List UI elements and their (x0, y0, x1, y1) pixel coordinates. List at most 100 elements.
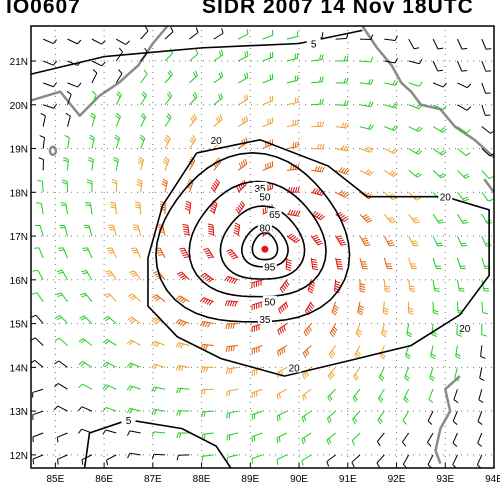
grid-dot (173, 104, 174, 106)
grid-dot (152, 48, 154, 49)
wind-barb (286, 141, 299, 150)
wind-contours (30, 29, 490, 469)
wind-barb (136, 178, 143, 193)
wind-barb (262, 73, 274, 84)
grid-dot (347, 204, 349, 205)
grid-dot (298, 234, 300, 235)
grid-dot (167, 366, 168, 368)
wind-barb (457, 170, 471, 179)
grid-dot (275, 191, 276, 193)
grid-dot (347, 126, 349, 127)
grid-dot (143, 454, 144, 456)
grid-dot (54, 270, 56, 271)
grid-dot (107, 104, 108, 106)
wind-barb (182, 224, 190, 237)
grid-dot (396, 360, 398, 361)
grid-dot (152, 258, 154, 259)
wind-barb (432, 104, 447, 111)
grid-dot (299, 323, 300, 325)
grid-dot (371, 191, 372, 193)
grid-dot (191, 454, 192, 456)
grid-dot (263, 366, 264, 368)
grid-dot (249, 294, 251, 295)
wind-barb (481, 60, 492, 72)
wind-barb (37, 179, 44, 193)
grid-dot (107, 60, 108, 62)
grid-dot (419, 235, 420, 237)
wind-barb (455, 345, 462, 360)
wind-barb (352, 410, 361, 424)
grid-dot (479, 410, 480, 412)
wind-barb (359, 169, 374, 176)
grid-dot (249, 384, 251, 385)
grid-dot (203, 191, 204, 193)
grid-dot (197, 148, 198, 150)
grid-dot (347, 306, 349, 307)
wind-barb (477, 432, 483, 447)
grid-dot (396, 354, 398, 355)
wind-barb (226, 410, 239, 419)
grid-dot (323, 323, 324, 325)
grid-dot (103, 438, 105, 439)
grid-dot (444, 450, 446, 451)
grid-dot (347, 414, 349, 415)
grid-dot (437, 148, 438, 150)
grid-dot (152, 150, 154, 151)
grid-dot (41, 104, 42, 106)
grid-dot (201, 288, 203, 289)
grid-dot (431, 235, 432, 237)
grid-dot (119, 410, 120, 412)
grid-dot (143, 191, 144, 193)
grid-dot (347, 252, 349, 253)
wind-barb (457, 191, 470, 202)
grid-dot (298, 402, 300, 403)
grid-dot (347, 342, 349, 343)
grid-dot (103, 396, 105, 397)
wind-barb (359, 78, 374, 85)
grid-dot (77, 410, 78, 412)
grid-dot (359, 148, 360, 150)
grid-dot (299, 148, 300, 150)
wind-barb (132, 224, 142, 237)
grid-dot (249, 270, 251, 271)
grid-dot (107, 410, 108, 412)
wind-barb (57, 454, 68, 465)
grid-dot (221, 235, 222, 237)
wind-barb (262, 161, 274, 171)
grid-dot (54, 108, 56, 109)
grid-dot (152, 282, 154, 283)
grid-dot (413, 235, 414, 237)
grid-dot (444, 300, 446, 301)
wind-barb (432, 235, 443, 247)
grid-dot (467, 60, 468, 62)
wind-barb (43, 82, 58, 88)
grid-dot (71, 148, 72, 150)
grid-dot (54, 432, 56, 433)
grid-dot (425, 410, 426, 412)
wind-barb (478, 389, 484, 404)
wind-barb (189, 48, 199, 62)
grid-dot (233, 454, 234, 456)
grid-dot (251, 104, 252, 106)
grid-dot (341, 410, 342, 412)
grid-dot (341, 148, 342, 150)
grid-dot (89, 279, 90, 281)
grid-dot (227, 410, 228, 412)
grid-dot (298, 426, 300, 427)
grid-dot (103, 462, 105, 463)
grid-dot (298, 144, 300, 145)
grid-dot (107, 191, 108, 193)
grid-dot (41, 235, 42, 237)
grid-dot (103, 456, 105, 457)
grid-dot (209, 454, 210, 456)
wind-barb (481, 82, 491, 94)
grid-dot (209, 104, 210, 106)
grid-dot (201, 342, 203, 343)
grid-dot (152, 348, 154, 349)
grid-dot (396, 312, 398, 313)
wind-barb (32, 432, 44, 443)
grid-dot (125, 235, 126, 237)
grid-dot (152, 390, 154, 391)
grid-dot (249, 174, 251, 175)
grid-dot (179, 191, 180, 193)
